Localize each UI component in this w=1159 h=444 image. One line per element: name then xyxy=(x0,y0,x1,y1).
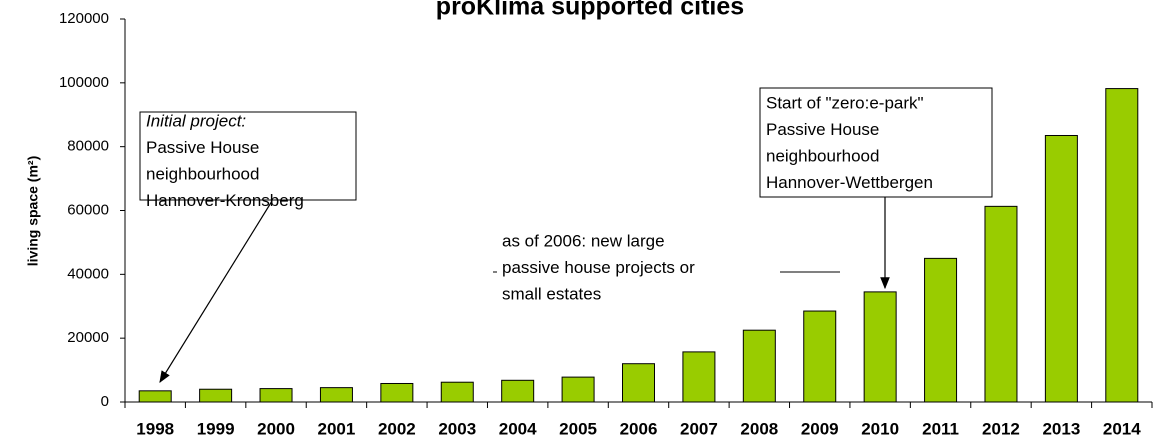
x-tick-label: 2012 xyxy=(982,419,1020,438)
x-tick-label: 2013 xyxy=(1042,419,1080,438)
y-tick-label: 60000 xyxy=(67,201,109,218)
x-tick-label: 2011 xyxy=(922,419,959,438)
bar xyxy=(682,351,716,403)
y-tick-label: 20000 xyxy=(67,329,109,346)
x-tick-label: 2008 xyxy=(740,419,778,438)
x-tick-label: 2009 xyxy=(801,419,839,438)
text-bg xyxy=(497,228,780,310)
bar xyxy=(259,388,293,403)
y-tick-label: 100000 xyxy=(59,74,109,91)
bar xyxy=(803,310,837,403)
bar xyxy=(501,379,535,403)
bar xyxy=(863,291,897,403)
y-tick-label: 40000 xyxy=(67,265,109,282)
annotation-text: as of 2006: new large xyxy=(502,231,665,250)
annotation-text: Initial project: xyxy=(146,111,246,130)
bar xyxy=(199,388,233,403)
arrow xyxy=(159,200,273,384)
annotation-text: small estates xyxy=(502,284,601,303)
x-tick-label: 1998 xyxy=(136,419,174,438)
bar xyxy=(622,363,655,403)
y-tick-label: 80000 xyxy=(67,138,109,155)
chart-title: proKlima supported cities xyxy=(436,0,744,21)
annotation-box xyxy=(759,87,993,198)
bar xyxy=(984,205,1018,403)
x-tick-label: 2001 xyxy=(318,419,356,438)
x-tick-label: 2005 xyxy=(559,419,597,438)
bar xyxy=(440,381,474,403)
bar xyxy=(380,382,414,403)
x-tick-label: 2003 xyxy=(438,419,476,438)
x-tick-label: 2007 xyxy=(680,419,718,438)
bar xyxy=(1044,134,1078,403)
bar xyxy=(561,376,595,403)
x-tick-label: 2010 xyxy=(861,419,899,438)
annotation-text: Passive House xyxy=(766,120,879,139)
x-tick-label: 1999 xyxy=(197,419,235,438)
annotation-text: Hannover-Kronsberg xyxy=(146,191,304,210)
annotation-text: Hannover-Wettbergen xyxy=(766,173,933,192)
annotation-text: Passive House xyxy=(146,138,259,157)
x-tick-label: 2004 xyxy=(499,419,537,438)
x-tick-label: 2006 xyxy=(620,419,658,438)
x-tick-label: 2002 xyxy=(378,419,416,438)
annotation-box xyxy=(139,111,357,201)
bar xyxy=(924,257,958,403)
x-tick-label: 2000 xyxy=(257,419,295,438)
annotation-text: passive house projects or xyxy=(502,258,695,277)
y-tick-label: 120000 xyxy=(59,10,109,27)
annotation-text: neighbourhood xyxy=(766,146,879,165)
annotation-text: neighbourhood xyxy=(146,164,259,183)
y-tick-label: 0 xyxy=(101,393,109,410)
bar xyxy=(138,390,172,403)
annotation-text: Start of "zero:e-park" xyxy=(766,93,924,112)
bar xyxy=(742,329,776,403)
y-axis-label: living space (m²) xyxy=(25,156,41,266)
bar xyxy=(1105,88,1139,403)
x-tick-label: 2014 xyxy=(1103,419,1141,438)
bar xyxy=(319,387,353,403)
